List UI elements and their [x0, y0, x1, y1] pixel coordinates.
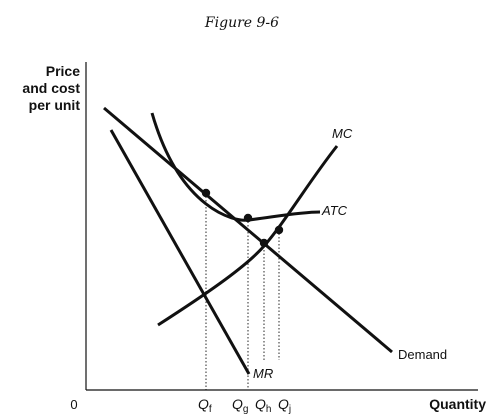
quantity-label-qf: Qf — [198, 396, 212, 415]
demand-curve — [103, 106, 393, 354]
y-axis-label-line-2: and cost — [22, 80, 80, 96]
quantity-label-qg: Qg — [232, 396, 248, 415]
y-axis-label-line-1: Price — [46, 63, 80, 79]
mr-curve — [109, 129, 251, 375]
quantity-label-qh: Qh — [255, 396, 271, 415]
origin-label: 0 — [70, 397, 77, 412]
quantity-label-qj: Qj — [278, 396, 291, 415]
figure-caption: Figure 9-6 — [204, 15, 279, 31]
mc-label: MC — [332, 126, 353, 141]
mc-curve — [157, 145, 339, 327]
demand-label: Demand — [398, 347, 447, 362]
atc-curve — [150, 112, 321, 222]
y-axis-label-line-3: per unit — [29, 97, 81, 113]
point-demand-atc — [201, 188, 211, 198]
mr-label: MR — [253, 366, 273, 381]
point-mc-atc — [274, 225, 284, 235]
x-axis-label: Quantity — [429, 396, 486, 412]
point-mc-demand — [259, 238, 269, 248]
atc-label: ATC — [321, 203, 348, 218]
point-atc-minimum — [243, 213, 253, 223]
